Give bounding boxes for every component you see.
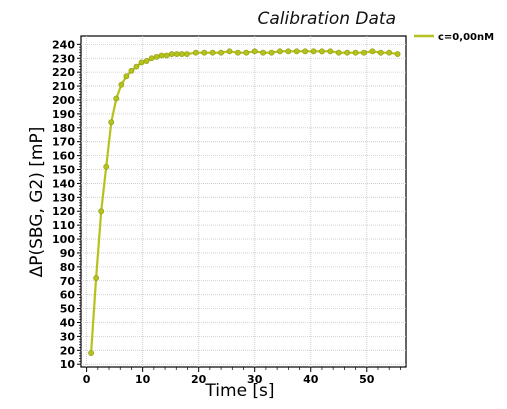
data-point bbox=[302, 48, 309, 55]
data-point bbox=[192, 49, 199, 56]
legend: c=0,00nM bbox=[414, 32, 494, 43]
y-axis-label: ΔP(SBG, G2) [mP] bbox=[27, 127, 47, 278]
data-point bbox=[243, 49, 250, 56]
data-point bbox=[118, 81, 125, 88]
y-tick-label: 120 bbox=[52, 205, 75, 218]
plot-area bbox=[80, 35, 407, 368]
data-point bbox=[218, 49, 224, 56]
y-tick-label: 10 bbox=[60, 358, 76, 371]
x-tick-label: 0 bbox=[83, 373, 91, 386]
data-point bbox=[319, 48, 325, 55]
data-point bbox=[178, 51, 185, 57]
y-tick-label: 20 bbox=[60, 344, 76, 357]
legend-label: c=0,00nM bbox=[438, 32, 494, 43]
x-tick-label: 20 bbox=[191, 373, 207, 386]
y-tick-label: 230 bbox=[52, 52, 75, 65]
y-tick-label: 180 bbox=[52, 122, 75, 135]
y-tick-label: 210 bbox=[52, 80, 75, 93]
data-point bbox=[260, 49, 267, 56]
data-point bbox=[143, 58, 150, 64]
data-point bbox=[369, 48, 376, 55]
y-tick-label: 60 bbox=[60, 289, 76, 302]
data-point bbox=[344, 49, 351, 56]
data-point bbox=[327, 48, 334, 55]
data-point bbox=[201, 49, 208, 56]
y-tick-label: 190 bbox=[52, 108, 75, 121]
data-point bbox=[168, 51, 175, 57]
data-point bbox=[93, 275, 100, 281]
y-tick-label: 100 bbox=[52, 233, 75, 246]
x-axis-label: Time [s] bbox=[204, 381, 274, 401]
data-point bbox=[88, 350, 94, 356]
x-axis-ticks: 0 10 20 30 40 50 bbox=[83, 367, 401, 386]
x-tick-label: 50 bbox=[359, 373, 375, 386]
data-point bbox=[103, 163, 110, 170]
y-tick-label: 150 bbox=[52, 164, 75, 177]
data-point bbox=[113, 95, 120, 102]
data-point bbox=[158, 52, 165, 59]
data-point bbox=[377, 49, 384, 56]
data-point bbox=[293, 48, 300, 55]
data-point bbox=[226, 48, 233, 55]
data-point bbox=[209, 49, 216, 56]
y-tick-label: 70 bbox=[60, 275, 76, 288]
data-point bbox=[173, 51, 180, 57]
y-tick-label: 170 bbox=[52, 136, 75, 149]
x-tick-label: 10 bbox=[135, 373, 151, 386]
data-point bbox=[310, 48, 317, 55]
data-point bbox=[123, 73, 130, 80]
chart-title: Calibration Data bbox=[258, 9, 397, 29]
y-tick-label: 80 bbox=[60, 261, 76, 274]
x-tick-label: 30 bbox=[247, 373, 263, 386]
data-point bbox=[234, 49, 241, 56]
y-tick-label: 30 bbox=[60, 330, 76, 343]
data-point bbox=[128, 67, 135, 74]
data-point bbox=[335, 49, 342, 56]
data-point bbox=[184, 51, 190, 57]
y-tick-label: 40 bbox=[60, 316, 76, 329]
data-point bbox=[277, 48, 283, 55]
data-point bbox=[268, 49, 275, 56]
y-tick-label: 220 bbox=[52, 66, 75, 79]
data-point bbox=[251, 48, 258, 55]
data-point bbox=[153, 53, 160, 60]
y-tick-label: 240 bbox=[52, 38, 75, 51]
y-tick-label: 160 bbox=[52, 150, 75, 163]
y-tick-label: 110 bbox=[52, 219, 75, 232]
data-point bbox=[285, 48, 292, 55]
data-point bbox=[361, 49, 367, 56]
data-point bbox=[386, 49, 393, 56]
y-tick-label: 140 bbox=[52, 177, 75, 190]
data-point bbox=[163, 52, 170, 59]
y-axis-ticks: 1020304050607080901001101201301401501601… bbox=[52, 38, 81, 371]
data-point bbox=[394, 51, 401, 57]
series-layer bbox=[88, 48, 401, 356]
y-tick-label: 50 bbox=[60, 303, 76, 316]
data-point bbox=[133, 63, 140, 70]
grid-lines bbox=[81, 36, 406, 367]
x-tick-label: 40 bbox=[303, 373, 319, 386]
data-point bbox=[98, 208, 105, 215]
data-point bbox=[138, 59, 145, 66]
data-point bbox=[352, 49, 359, 56]
data-point bbox=[108, 119, 115, 126]
data-point bbox=[148, 55, 155, 62]
y-tick-label: 200 bbox=[52, 94, 75, 107]
y-tick-label: 90 bbox=[60, 247, 76, 260]
y-tick-label: 130 bbox=[52, 191, 75, 204]
